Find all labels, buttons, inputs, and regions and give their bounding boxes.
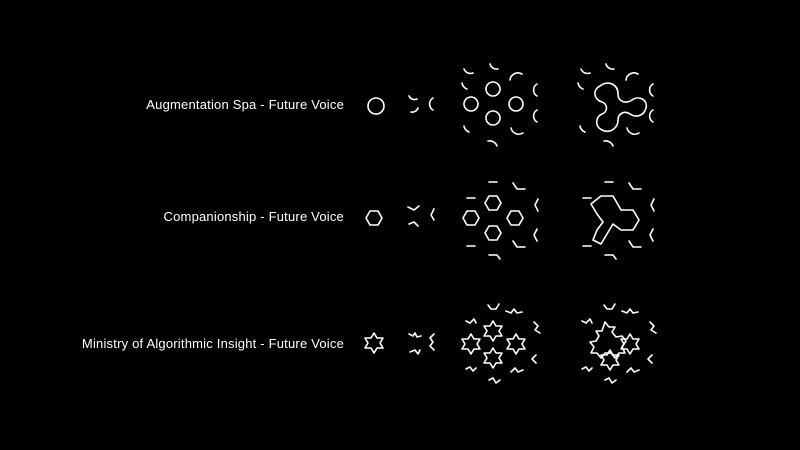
circle-unit-icon [367,97,385,115]
row-label-ministry-algorithmic-insight: Ministry of Algorithmic Insight - Future… [81,336,344,351]
row-label-companionship: Companionship - Future Voice [163,209,344,224]
star-fragments-icon [408,332,435,355]
hexagon-merged-pattern-icon [582,181,655,260]
hexagon-pattern-icon [462,181,539,260]
row-label-augmentation-spa: Augmentation Spa - Future Voice [146,97,344,112]
star-pattern-icon [461,303,541,384]
circle-merged-pattern-icon [577,63,654,147]
circle-pattern-icon [461,63,538,147]
hexagon-fragments-icon [407,205,435,227]
star-unit-icon [364,332,384,354]
star-merged-pattern-icon [581,303,657,384]
hexagon-unit-icon [365,210,383,226]
circle-fragments-icon [408,95,434,113]
